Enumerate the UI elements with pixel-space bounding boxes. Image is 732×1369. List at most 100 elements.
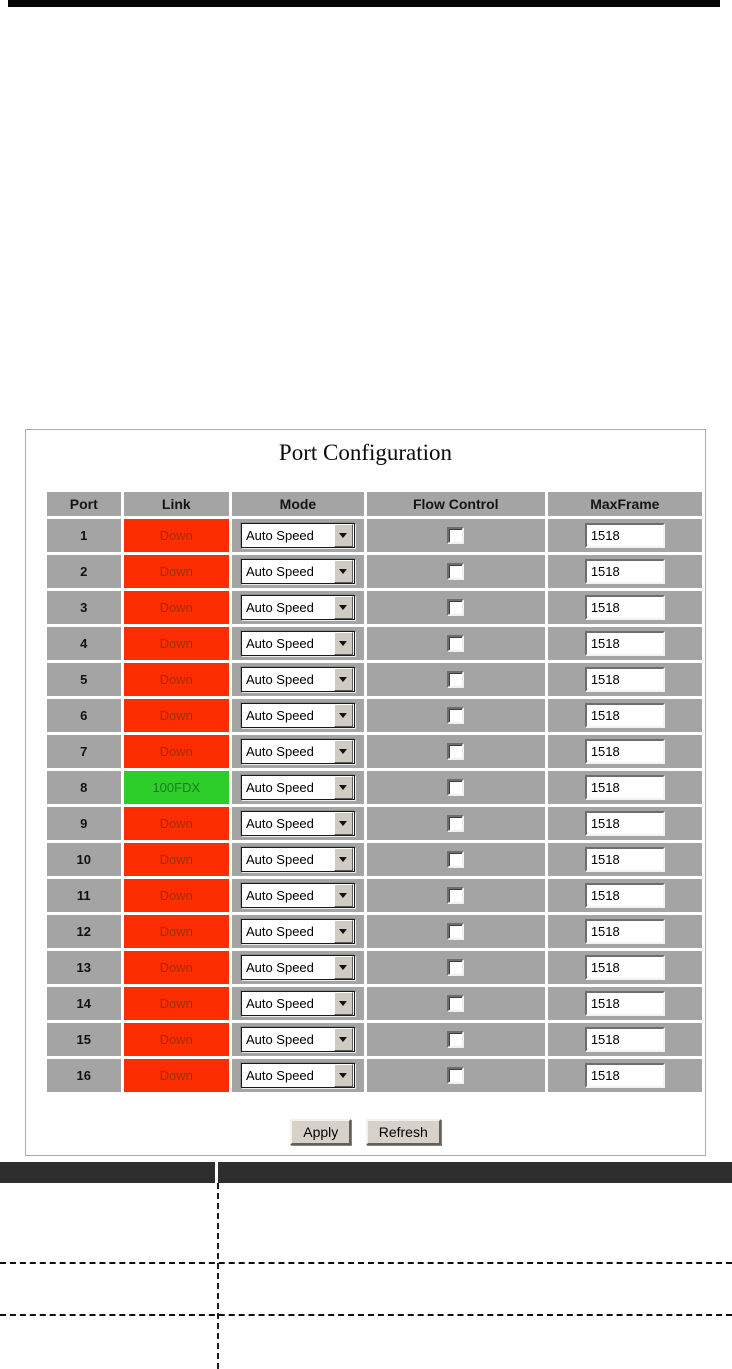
max-frame-input[interactable]: [584, 883, 665, 908]
dropdown-arrow-icon[interactable]: [333, 1028, 353, 1051]
flow-control-checkbox[interactable]: [447, 599, 465, 617]
max-frame-input[interactable]: [584, 739, 665, 764]
flow-control-checkbox[interactable]: [447, 1031, 465, 1049]
flow-control-checkbox[interactable]: [447, 527, 465, 545]
port-number-cell: 8: [47, 771, 121, 804]
max-frame-input[interactable]: [584, 1027, 665, 1052]
mode-cell: Auto Speed: [232, 987, 364, 1020]
mode-select[interactable]: Auto Speed: [240, 1027, 355, 1052]
flow-control-checkbox[interactable]: [447, 815, 465, 833]
mode-select[interactable]: Auto Speed: [240, 991, 355, 1016]
flow-control-checkbox[interactable]: [447, 887, 465, 905]
notes-header-left-cell: [0, 1162, 218, 1183]
mode-select[interactable]: Auto Speed: [240, 559, 355, 584]
mode-select[interactable]: Auto Speed: [240, 955, 355, 980]
mode-select[interactable]: Auto Speed: [240, 775, 355, 800]
mode-select[interactable]: Auto Speed: [240, 595, 355, 620]
flow-control-checkbox[interactable]: [447, 563, 465, 581]
flow-control-cell: [366, 771, 545, 804]
max-frame-input[interactable]: [584, 595, 665, 620]
col-header-mode: Mode: [232, 492, 364, 516]
max-frame-input[interactable]: [584, 523, 665, 548]
dropdown-arrow-icon[interactable]: [333, 560, 353, 583]
mode-select[interactable]: Auto Speed: [240, 1063, 355, 1088]
flow-control-checkbox[interactable]: [447, 1067, 465, 1085]
mode-select[interactable]: Auto Speed: [240, 631, 355, 656]
port-number-cell: 14: [47, 987, 121, 1020]
flow-control-checkbox[interactable]: [447, 851, 465, 869]
mode-select[interactable]: Auto Speed: [240, 847, 355, 872]
max-frame-input[interactable]: [584, 847, 665, 872]
mode-cell: Auto Speed: [232, 843, 364, 876]
dropdown-arrow-icon[interactable]: [333, 920, 353, 943]
mode-select[interactable]: Auto Speed: [240, 703, 355, 728]
mode-cell: Auto Speed: [232, 735, 364, 768]
mode-select[interactable]: Auto Speed: [240, 667, 355, 692]
max-frame-input[interactable]: [584, 955, 665, 980]
chevron-down-icon: [339, 1073, 348, 1078]
port-row-4: 4 Down Auto Speed: [47, 627, 702, 660]
flow-control-checkbox[interactable]: [447, 995, 465, 1013]
max-frame-input[interactable]: [584, 703, 665, 728]
mode-select-value: Auto Speed: [245, 1068, 314, 1083]
mode-select-value: Auto Speed: [245, 780, 314, 795]
chevron-down-icon: [339, 1001, 348, 1006]
dropdown-arrow-icon[interactable]: [333, 1064, 353, 1087]
flow-control-checkbox[interactable]: [447, 671, 465, 689]
port-row-11: 11 Down Auto Speed: [47, 879, 702, 912]
max-frame-input[interactable]: [584, 811, 665, 836]
max-frame-input[interactable]: [584, 919, 665, 944]
dropdown-arrow-icon[interactable]: [333, 632, 353, 655]
max-frame-input[interactable]: [584, 631, 665, 656]
maxframe-cell: [547, 987, 702, 1020]
dropdown-arrow-icon[interactable]: [333, 992, 353, 1015]
dropdown-arrow-icon[interactable]: [333, 776, 353, 799]
dropdown-arrow-icon[interactable]: [333, 524, 353, 547]
mode-select[interactable]: Auto Speed: [240, 811, 355, 836]
col-header-maxframe: MaxFrame: [547, 492, 702, 516]
mode-cell: Auto Speed: [232, 1059, 364, 1092]
flow-control-cell: [366, 699, 545, 732]
dropdown-arrow-icon[interactable]: [333, 956, 353, 979]
flow-control-checkbox[interactable]: [447, 923, 465, 941]
flow-control-checkbox[interactable]: [447, 707, 465, 725]
mode-cell: Auto Speed: [232, 699, 364, 732]
max-frame-input[interactable]: [584, 559, 665, 584]
maxframe-cell: [547, 1059, 702, 1092]
mode-select[interactable]: Auto Speed: [240, 883, 355, 908]
mode-select-value: Auto Speed: [245, 852, 314, 867]
apply-button[interactable]: Apply: [290, 1119, 352, 1145]
flow-control-cell: [366, 1059, 545, 1092]
dropdown-arrow-icon[interactable]: [333, 740, 353, 763]
col-header-flow-control: Flow Control: [366, 492, 545, 516]
max-frame-input[interactable]: [584, 775, 665, 800]
port-row-3: 3 Down Auto Speed: [47, 591, 702, 624]
max-frame-input[interactable]: [584, 991, 665, 1016]
mode-select[interactable]: Auto Speed: [240, 919, 355, 944]
mode-select[interactable]: Auto Speed: [240, 523, 355, 548]
flow-control-checkbox[interactable]: [447, 959, 465, 977]
refresh-button[interactable]: Refresh: [365, 1119, 441, 1145]
mode-select-value: Auto Speed: [245, 600, 314, 615]
port-row-16: 16 Down Auto Speed: [47, 1059, 702, 1092]
dropdown-arrow-icon[interactable]: [333, 704, 353, 727]
link-status-cell: Down: [123, 879, 230, 912]
port-number-cell: 1: [47, 519, 121, 552]
dropdown-arrow-icon[interactable]: [333, 812, 353, 835]
port-number-cell: 12: [47, 915, 121, 948]
chevron-down-icon: [339, 821, 348, 826]
dropdown-arrow-icon[interactable]: [333, 596, 353, 619]
mode-select[interactable]: Auto Speed: [240, 739, 355, 764]
max-frame-input[interactable]: [584, 1063, 665, 1088]
max-frame-input[interactable]: [584, 667, 665, 692]
dropdown-arrow-icon[interactable]: [333, 668, 353, 691]
flow-control-checkbox[interactable]: [447, 779, 465, 797]
notes-row-divider-1: [0, 1262, 732, 1264]
dropdown-arrow-icon[interactable]: [333, 848, 353, 871]
dropdown-arrow-icon[interactable]: [333, 884, 353, 907]
link-status-cell: Down: [123, 807, 230, 840]
mode-cell: Auto Speed: [232, 627, 364, 660]
flow-control-checkbox[interactable]: [447, 635, 465, 653]
flow-control-checkbox[interactable]: [447, 743, 465, 761]
